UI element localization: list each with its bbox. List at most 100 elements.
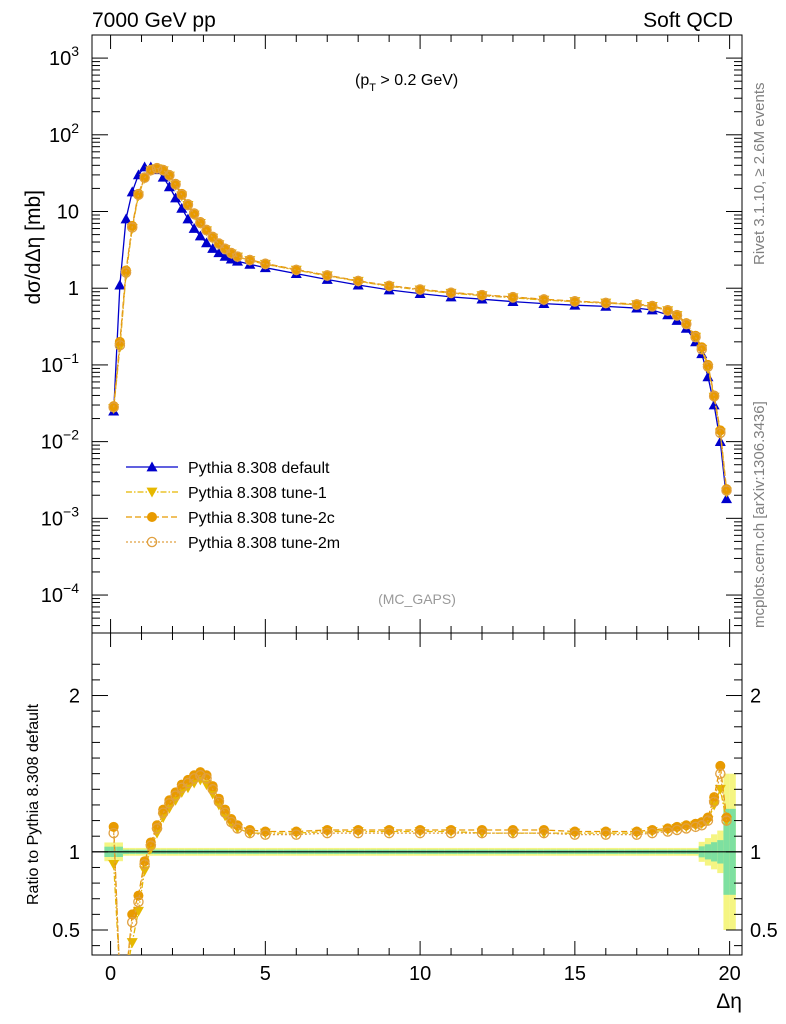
- ratio-xtick-label: 20: [718, 963, 740, 985]
- data-point: [182, 199, 194, 211]
- data-point: [194, 230, 206, 241]
- ratio-series: [108, 760, 733, 985]
- data-point: [126, 222, 138, 233]
- data-point: [715, 768, 726, 779]
- data-point: [352, 827, 364, 839]
- data-point: [569, 296, 580, 307]
- legend-item: Pythia 8.308 tune-1: [126, 485, 327, 502]
- data-point: [146, 461, 158, 472]
- data-point: [244, 824, 255, 835]
- data-point: [133, 896, 144, 908]
- legend-label: Pythia 8.308 default: [188, 460, 330, 477]
- data-point: [646, 301, 658, 312]
- data-point: [600, 297, 611, 308]
- data-point: [721, 485, 732, 496]
- ytick-base: 10: [41, 355, 63, 377]
- main-ytick-label: 102: [49, 120, 79, 147]
- ytick-exp: −1: [63, 350, 79, 366]
- data-point: [291, 829, 302, 840]
- data-point: [476, 289, 488, 301]
- data-point: [195, 769, 206, 781]
- data-point: [157, 807, 169, 819]
- data-point: [715, 427, 726, 439]
- ytick-base: 10: [41, 432, 63, 454]
- series-pythia-8-308-tune-2m: [108, 163, 732, 496]
- data-point: [507, 292, 519, 303]
- data-point: [201, 237, 213, 248]
- data-point: [139, 856, 150, 867]
- data-point: [672, 821, 682, 832]
- data-point: [201, 224, 212, 236]
- data-point: [445, 287, 457, 299]
- data-point: [115, 975, 125, 985]
- ratio-xtick-label: 0: [105, 963, 116, 985]
- data-point: [600, 297, 612, 309]
- data-point: [232, 251, 243, 262]
- main-watermark: (MC_GAPS): [378, 591, 456, 607]
- ratio-panel: 0 5 10 15 20 0.5 0.5 1 1 2 2 Ratio to Pythia 8.308…: [25, 632, 778, 1013]
- ratio-frame: [91, 632, 743, 956]
- data-point: [226, 248, 237, 259]
- series-pythia-8-308-default: [108, 161, 733, 504]
- data-point: [291, 264, 302, 276]
- data-point: [132, 906, 144, 917]
- data-point: [170, 179, 181, 190]
- data-point: [226, 816, 237, 828]
- data-point: [714, 436, 726, 447]
- main-annotation: (pT > 0.2 GeV): [355, 72, 458, 94]
- data-point: [291, 264, 302, 275]
- side-label-mcplots: mcplots.cern.ch [arXiv:1306.3436]: [751, 401, 768, 628]
- data-point: [226, 814, 237, 825]
- data-point: [139, 859, 150, 870]
- annotation-main: (p: [355, 72, 369, 89]
- legend-item: Pythia 8.308 tune-2m: [126, 535, 340, 552]
- data-point: [681, 318, 692, 330]
- main-series: [108, 161, 733, 504]
- data-point: [201, 773, 212, 784]
- data-point: [681, 823, 692, 834]
- data-point: [133, 189, 144, 201]
- data-point: [244, 827, 256, 839]
- data-point: [114, 279, 126, 290]
- data-point: [232, 820, 243, 831]
- data-point: [321, 270, 333, 281]
- data-point: [708, 399, 720, 410]
- series-line: [113, 167, 728, 490]
- data-point: [195, 217, 206, 229]
- data-point: [139, 172, 150, 184]
- data-point: [126, 916, 138, 928]
- data-point: [631, 829, 643, 840]
- ytick-exp: 3: [71, 43, 79, 59]
- data-point: [260, 829, 271, 840]
- side-label-rivet: Rivet 3.1.10, ≥ 2.6M events: [751, 83, 768, 266]
- ytick-base: 10: [49, 48, 71, 70]
- ytick-base: 10: [41, 585, 63, 607]
- data-point: [672, 309, 682, 320]
- legend-label: Pythia 8.308 tune-1: [188, 485, 327, 502]
- legend-label: Pythia 8.308 tune-2c: [188, 510, 335, 527]
- data-point: [671, 310, 683, 321]
- data-point: [721, 812, 732, 823]
- data-point: [147, 512, 157, 522]
- data-point: [145, 165, 157, 176]
- data-point: [662, 305, 673, 316]
- series-line: [113, 166, 728, 499]
- data-point: [353, 824, 364, 835]
- data-point: [477, 824, 487, 835]
- data-point: [108, 859, 120, 870]
- legend-item: Pythia 8.308 tune-2c: [126, 510, 335, 527]
- data-point: [721, 815, 732, 826]
- data-point: [145, 844, 157, 855]
- data-point: [702, 361, 714, 372]
- series-pythia-8-308-tune-2c: [108, 162, 732, 495]
- data-point: [188, 773, 200, 784]
- ratio-xtick-label: 5: [260, 963, 271, 985]
- data-point: [151, 163, 163, 174]
- data-point: [538, 294, 550, 305]
- data-point: [121, 969, 132, 979]
- data-point: [569, 829, 581, 840]
